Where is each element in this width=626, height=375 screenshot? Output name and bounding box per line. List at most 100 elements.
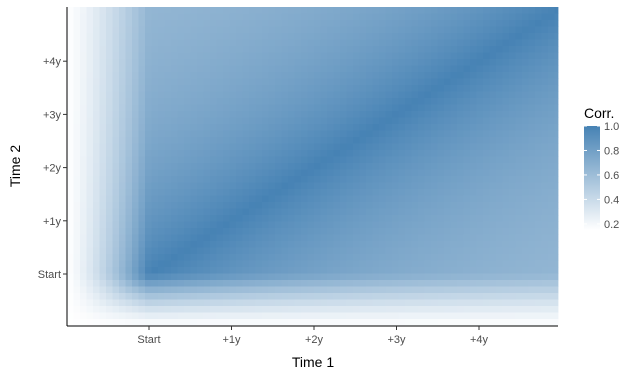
heatmap-cell bbox=[353, 195, 360, 203]
heatmap-cell bbox=[515, 169, 523, 177]
heatmap-cell bbox=[190, 33, 198, 40]
heatmap-cell bbox=[255, 215, 263, 222]
heatmap-cell bbox=[184, 26, 191, 34]
heatmap-cell bbox=[333, 130, 341, 138]
heatmap-cell bbox=[249, 247, 256, 255]
heatmap-cell bbox=[340, 176, 347, 183]
heatmap-cell bbox=[340, 104, 347, 112]
heatmap-cell bbox=[73, 33, 81, 40]
heatmap-cell bbox=[184, 33, 191, 40]
heatmap-cell bbox=[190, 72, 198, 79]
heatmap-cell bbox=[398, 189, 406, 196]
heatmap-cell bbox=[86, 13, 94, 21]
heatmap-cell bbox=[281, 98, 289, 105]
heatmap-cell bbox=[177, 169, 185, 177]
heatmap-cell bbox=[294, 78, 302, 86]
heatmap-cell bbox=[171, 163, 178, 170]
heatmap-cell bbox=[67, 26, 74, 34]
heatmap-cell bbox=[483, 195, 490, 203]
heatmap-cell bbox=[307, 312, 315, 320]
heatmap-cell bbox=[288, 65, 295, 73]
heatmap-cell bbox=[99, 299, 107, 307]
heatmap-cell bbox=[73, 267, 81, 274]
heatmap-cell bbox=[314, 7, 321, 14]
heatmap-cell bbox=[171, 150, 178, 157]
heatmap-cell bbox=[125, 312, 133, 320]
heatmap-cell bbox=[197, 33, 204, 40]
heatmap-cell bbox=[496, 163, 503, 170]
heatmap-cell bbox=[502, 78, 510, 86]
heatmap-cell bbox=[314, 72, 321, 79]
heatmap-cell bbox=[119, 117, 126, 125]
heatmap-cell bbox=[489, 85, 497, 92]
heatmap-cell bbox=[125, 46, 133, 53]
heatmap-cell bbox=[164, 215, 172, 222]
heatmap-cell bbox=[125, 72, 133, 79]
heatmap-cell bbox=[158, 299, 165, 307]
heatmap-cell bbox=[398, 46, 406, 53]
heatmap-cell bbox=[236, 182, 243, 190]
heatmap-cell bbox=[366, 65, 373, 73]
heatmap-cell bbox=[132, 241, 139, 248]
heatmap-cell bbox=[489, 319, 497, 326]
heatmap-cell bbox=[327, 169, 334, 177]
x-tick-label: +3y bbox=[387, 334, 406, 346]
heatmap-cell bbox=[359, 267, 367, 274]
heatmap-cell bbox=[502, 260, 510, 268]
heatmap-cell bbox=[255, 156, 263, 164]
heatmap-cell bbox=[411, 91, 419, 99]
heatmap-cell bbox=[424, 65, 432, 73]
heatmap-cell bbox=[281, 189, 289, 196]
heatmap-cell bbox=[541, 91, 549, 99]
heatmap-cell bbox=[190, 260, 198, 268]
heatmap-cell bbox=[548, 13, 555, 21]
heatmap-cell bbox=[437, 91, 445, 99]
heatmap-cell bbox=[106, 130, 113, 138]
heatmap-cell bbox=[145, 195, 152, 203]
heatmap-cell bbox=[210, 202, 217, 209]
heatmap-cell bbox=[424, 59, 432, 66]
heatmap-cell bbox=[301, 65, 308, 73]
heatmap-cell bbox=[119, 39, 126, 47]
heatmap-cell bbox=[424, 85, 432, 92]
heatmap-cell bbox=[385, 189, 393, 196]
heatmap-cell bbox=[67, 91, 74, 99]
heatmap-cell bbox=[190, 78, 198, 86]
heatmap-cell bbox=[275, 273, 282, 281]
heatmap-cell bbox=[548, 202, 555, 209]
heatmap-cell bbox=[548, 46, 555, 53]
heatmap-cell bbox=[203, 143, 211, 151]
heatmap-cell bbox=[327, 33, 334, 40]
heatmap-cell bbox=[229, 312, 237, 320]
heatmap-cell bbox=[476, 312, 484, 320]
heatmap-cell bbox=[424, 46, 432, 53]
heatmap-cell bbox=[145, 254, 152, 261]
heatmap-cell bbox=[366, 260, 373, 268]
heatmap-cell bbox=[437, 52, 445, 60]
heatmap-cell bbox=[262, 215, 269, 222]
heatmap-cell bbox=[515, 137, 523, 144]
heatmap-cell bbox=[132, 189, 139, 196]
heatmap-cell bbox=[366, 46, 373, 53]
heatmap-cell bbox=[528, 286, 536, 294]
heatmap-cell bbox=[535, 247, 542, 255]
heatmap-cell bbox=[541, 137, 549, 144]
heatmap-cell bbox=[86, 228, 94, 235]
heatmap-cell bbox=[509, 65, 516, 73]
heatmap-cell bbox=[145, 39, 152, 47]
heatmap-cell bbox=[457, 254, 464, 261]
heatmap-cell bbox=[138, 163, 146, 170]
heatmap-cell bbox=[385, 306, 393, 313]
heatmap-cell bbox=[314, 234, 321, 242]
heatmap-cell bbox=[301, 254, 308, 261]
heatmap-cell bbox=[463, 13, 471, 21]
heatmap-cell bbox=[67, 7, 74, 14]
heatmap-cell bbox=[67, 319, 74, 326]
heatmap-cell bbox=[548, 319, 555, 326]
heatmap-cell bbox=[379, 33, 386, 40]
heatmap-cell bbox=[496, 208, 503, 216]
heatmap-cell bbox=[496, 143, 503, 151]
heatmap-cell bbox=[405, 137, 412, 144]
heatmap-cell bbox=[522, 59, 529, 66]
heatmap-cell bbox=[197, 228, 204, 235]
